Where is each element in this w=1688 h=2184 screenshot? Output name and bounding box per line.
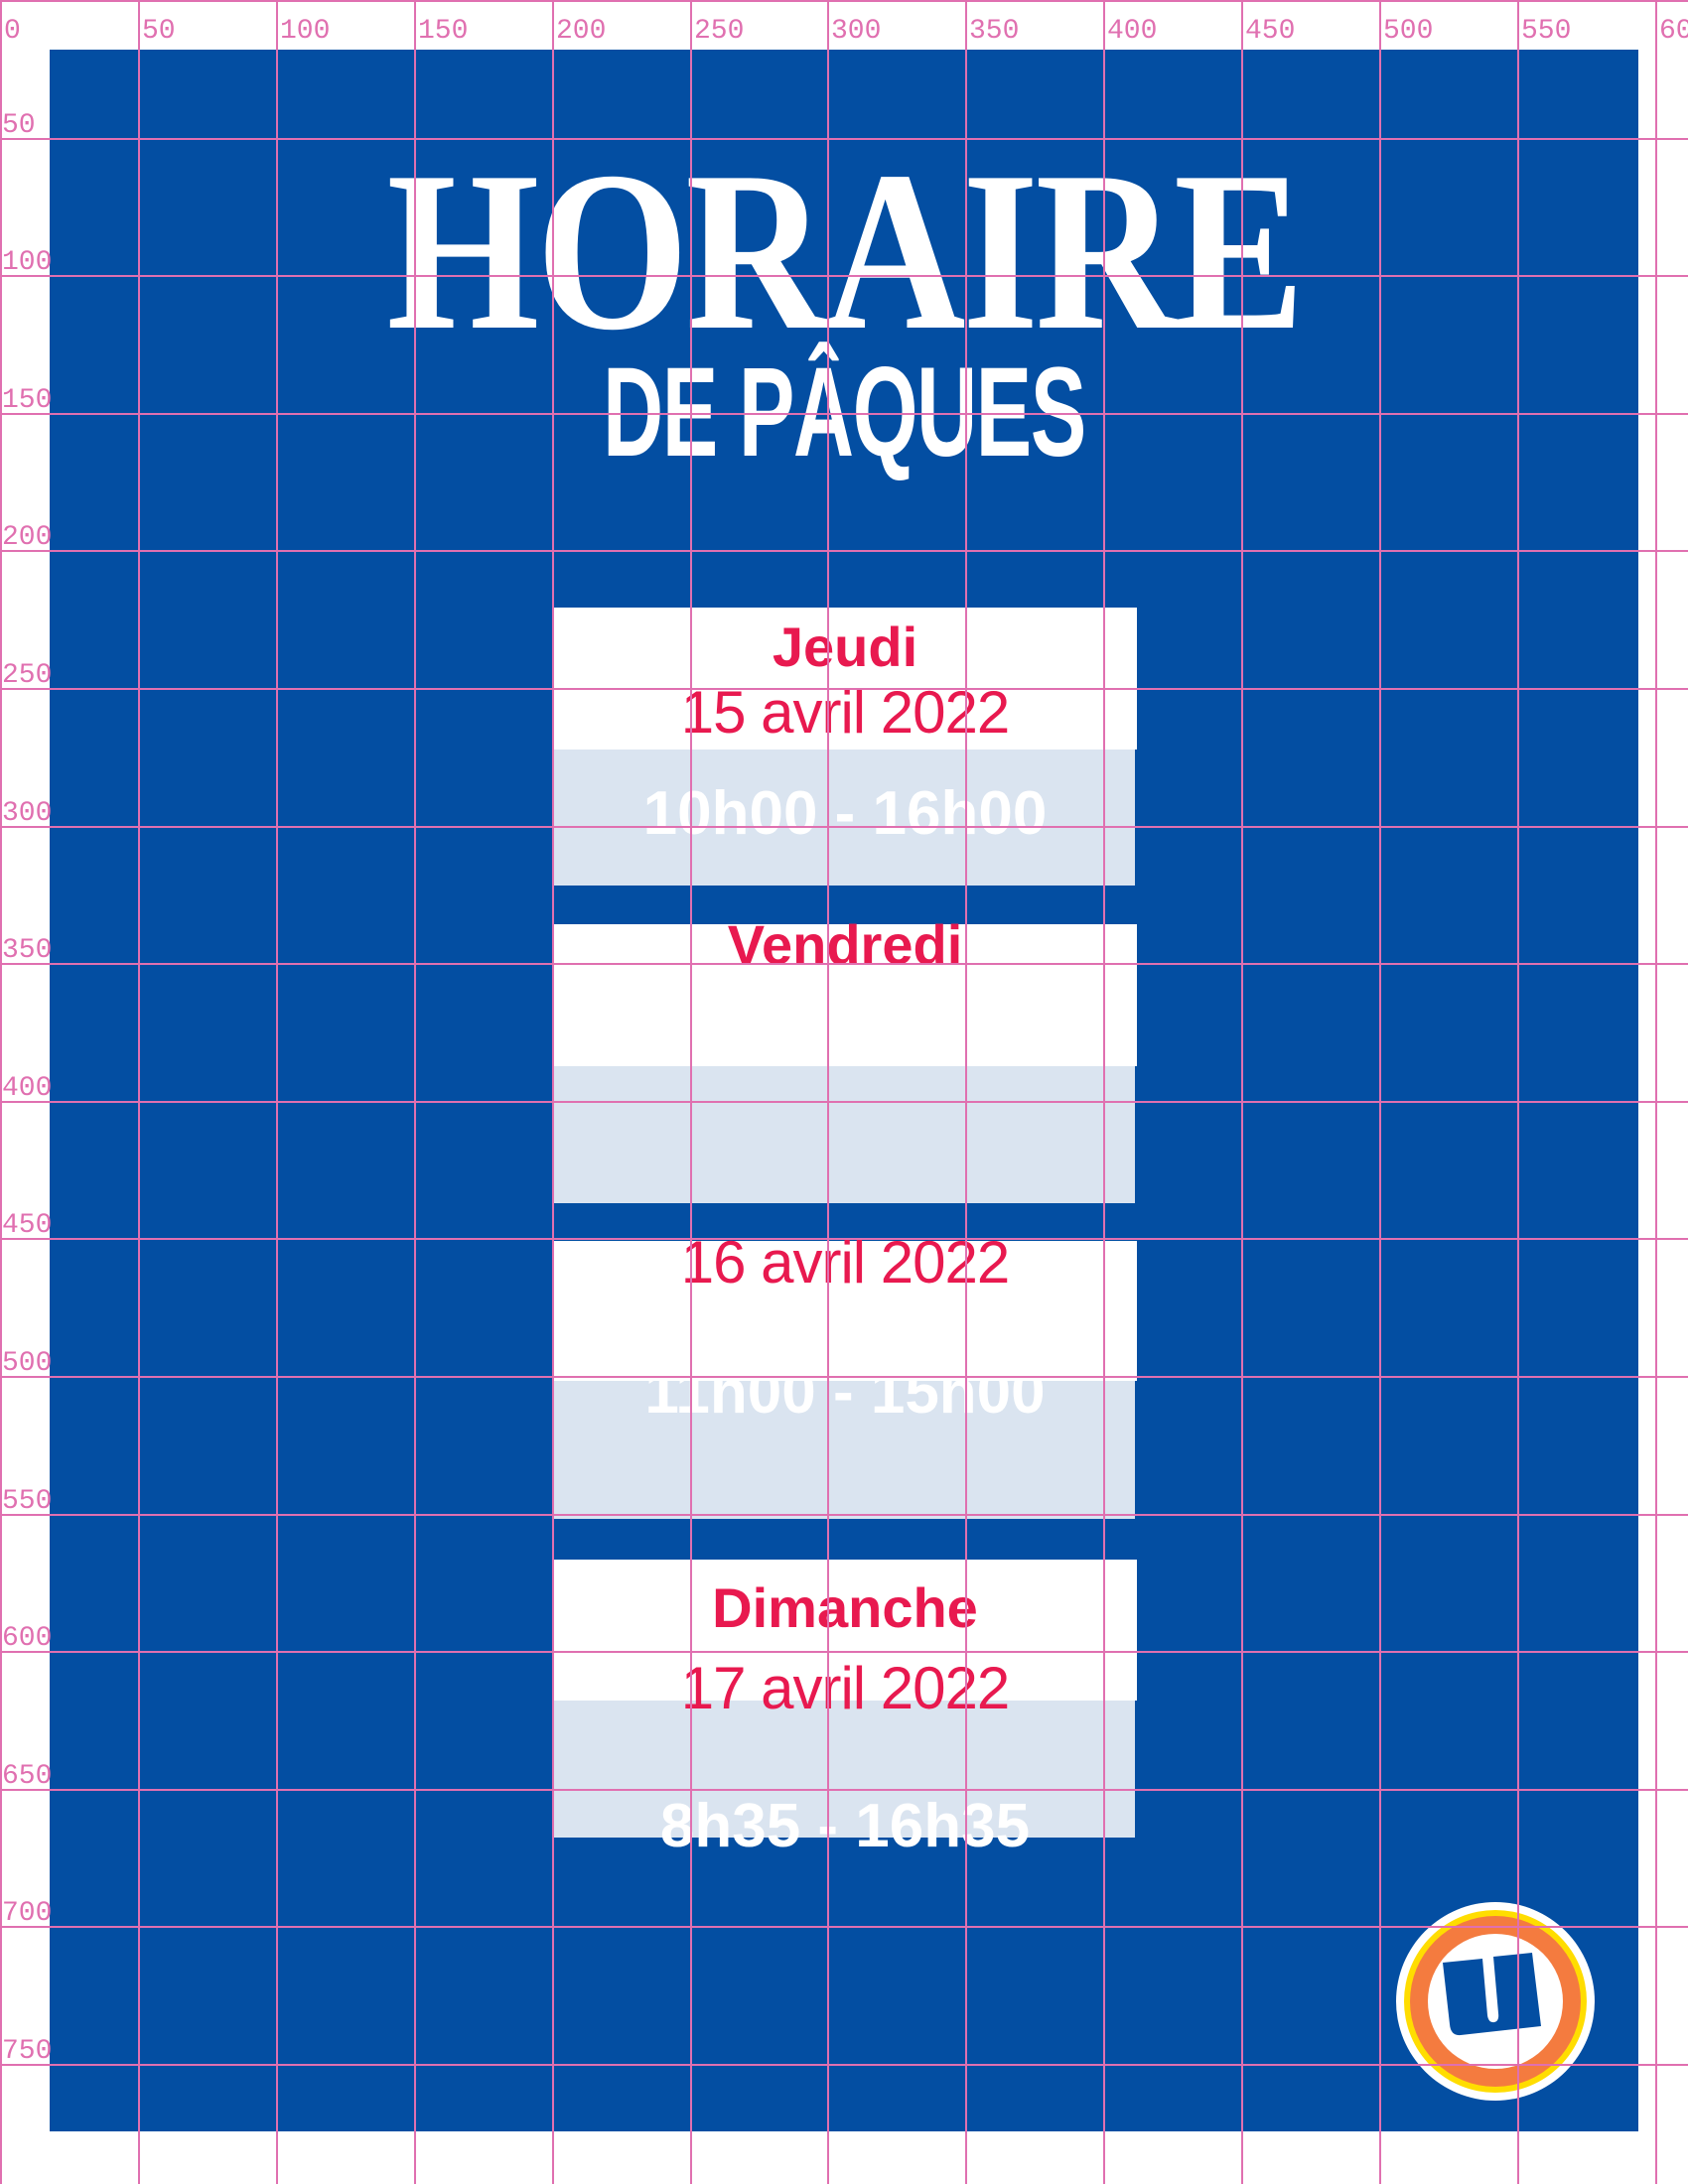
date-label: 17 avril 2022 [680,1655,1011,1721]
ruler-label-top: 500 [1383,16,1434,47]
ruler-label-top: 550 [1521,16,1572,47]
grid-line-vertical [1655,0,1657,2184]
day-card-header [553,1241,1137,1381]
ruler-label-left: 500 [2,1348,53,1379]
ruler-label-left: 250 [2,660,53,691]
day-card-header [553,1560,1137,1701]
date-label: 15 avril 2022 [680,679,1011,746]
ruler-label-left: 100 [2,247,53,278]
ruler-label-left: 600 [2,1623,53,1654]
ruler-label-top: 60 [1659,16,1688,47]
date-label: 16 avril 2022 [680,1229,1011,1296]
ruler-label-left: 50 [2,110,36,141]
grid-line-vertical [0,0,2,2184]
ruler-label-left: 750 [2,2036,53,2067]
ruler-label-top: 250 [694,16,745,47]
subtitle: DE PÂQUES [603,341,1086,483]
hours-panel [553,1066,1135,1203]
grid-line-horizontal [0,0,1688,2]
ruler-label-left: 700 [2,1898,53,1929]
ruler-label-left: 200 [2,522,53,553]
ruler-label-top: 350 [969,16,1020,47]
ruler-label-top: 200 [556,16,607,47]
ruler-label-left: 150 [2,385,53,416]
title: HORAIRE [386,124,1305,377]
hours-panel [553,1701,1135,1838]
day-label: Vendredi [727,913,963,976]
day-label: Dimanche [712,1576,978,1639]
day-card-header [553,608,1137,750]
hours-label: 11h00 - 15h00 [644,1358,1046,1427]
hours-label: 8h35 - 16h35 [659,1792,1031,1860]
ruler-label-left: 450 [2,1210,53,1241]
hours-label: 10h00 - 16h00 [642,779,1048,848]
day-label: Jeudi [772,615,918,678]
ruler-label-left: 650 [2,1761,53,1792]
u-logo-icon [1396,1902,1595,2101]
ruler-label-left: 300 [2,798,53,829]
ruler-label-top: 100 [280,16,331,47]
ruler-label-top: 150 [418,16,469,47]
ruler-label-left: 400 [2,1073,53,1104]
hours-panel [553,750,1135,886]
ruler-label-top: 0 [4,16,21,47]
ruler-label-left: 350 [2,935,53,966]
ruler-label-top: 400 [1107,16,1158,47]
ruler-label-left: 550 [2,1486,53,1517]
ruler-label-top: 300 [831,16,882,47]
hours-panel [553,1381,1135,1519]
ruler-label-top: 450 [1245,16,1296,47]
day-card-header [553,924,1137,1066]
ruler-label-top: 50 [142,16,176,47]
